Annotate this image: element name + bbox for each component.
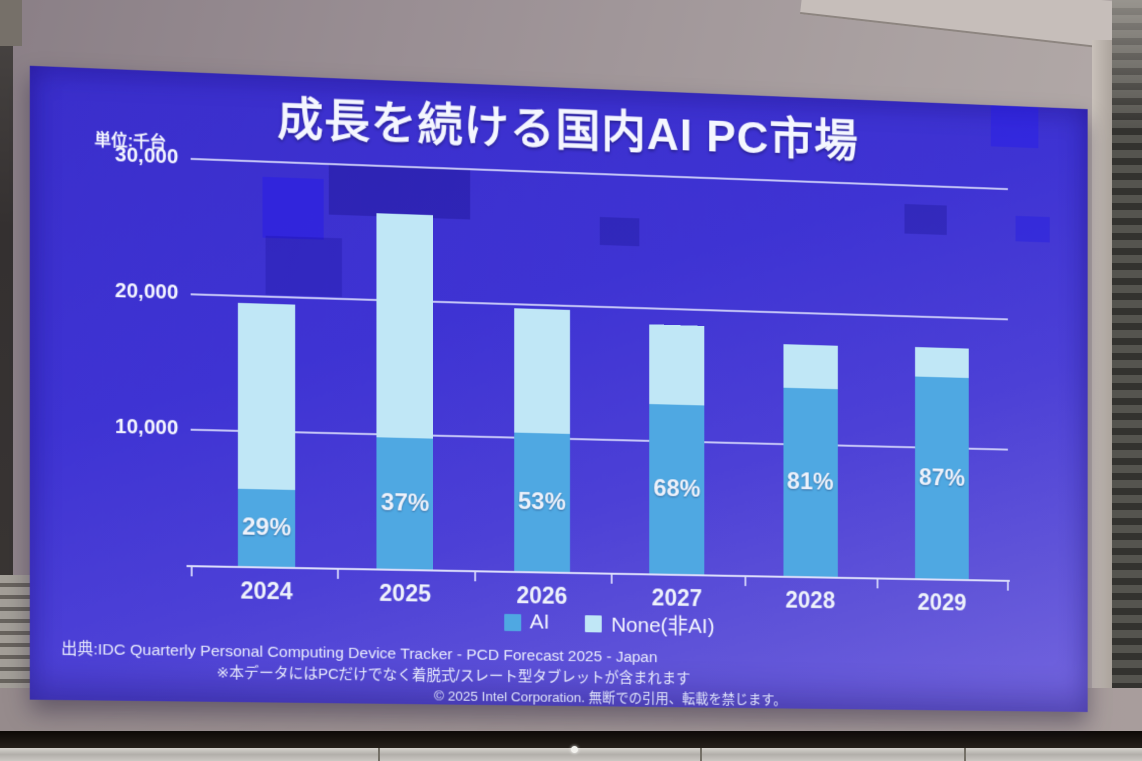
x-axis-year-label: 2025 — [379, 579, 431, 607]
legend-item-ai: AI — [503, 610, 550, 635]
table-edge — [0, 731, 1142, 749]
x-axis-year-label: 2029 — [917, 589, 967, 616]
y-axis-tick-label: 10,000 — [115, 415, 179, 440]
bar-segment-none — [649, 324, 705, 406]
x-axis-tick — [336, 569, 339, 579]
x-axis-year-label: 2024 — [240, 577, 293, 605]
table-seam — [964, 748, 966, 761]
blinds-highlight — [1112, 0, 1142, 130]
presentation-slide: 成長を続ける国内AI PC市場 単位:千台 10,000 20,000 30,000… — [29, 65, 1088, 713]
legend-item-none: None(非AI) — [585, 608, 715, 640]
ai-share-label: 68% — [653, 474, 701, 503]
table-seam — [700, 748, 702, 761]
legend-swatch — [503, 613, 521, 631]
ai-share-label: 53% — [517, 487, 566, 516]
bar-segment-none — [237, 302, 296, 491]
legend-swatch — [585, 614, 603, 632]
wall-corner-left — [0, 0, 22, 46]
x-axis-year-label: 2027 — [651, 584, 703, 612]
legend-label: None(非AI) — [611, 613, 715, 639]
bar-group-2028: 81% — [783, 344, 838, 577]
bar-segment-ai: 29% — [237, 488, 296, 568]
x-axis-tick — [474, 572, 477, 582]
table-highlight-dot — [571, 746, 578, 753]
bar-group-2026: 53% — [514, 308, 570, 572]
bar-group-2025: 37% — [376, 212, 434, 570]
bar-group-2027: 68% — [649, 324, 705, 575]
gridline-10000 — [190, 428, 1008, 451]
table-seam — [378, 748, 380, 761]
bar-segment-ai: 68% — [649, 403, 705, 575]
ai-share-label: 81% — [786, 467, 834, 496]
x-axis-tick — [610, 574, 613, 584]
table-front — [0, 746, 1142, 761]
x-axis-tick — [744, 577, 747, 587]
legend-label: AI — [529, 610, 550, 634]
bar-segment-none — [915, 346, 969, 379]
ai-share-label: 37% — [380, 488, 430, 517]
x-axis-tick — [190, 567, 193, 577]
ai-share-label: 87% — [918, 463, 965, 492]
gridline-20000 — [190, 293, 1008, 321]
bar-segment-ai: 53% — [514, 432, 570, 572]
ceiling-edge — [800, 0, 1142, 60]
bar-segment-none — [376, 212, 434, 439]
slide-title: 成長を続ける国内AI PC市場 — [277, 93, 859, 167]
chart-plot-area: 10,000 20,000 30,000 29% 2024 37% 2025 53% 2026 6… — [115, 144, 1010, 615]
x-axis-year-label: 2028 — [785, 586, 836, 614]
y-axis-tick-label: 20,000 — [115, 279, 179, 305]
bar-group-2024: 29% — [237, 302, 296, 568]
bar-segment-ai: 81% — [783, 387, 838, 577]
y-axis-tick-label: 30,000 — [115, 143, 179, 169]
x-axis-line — [186, 565, 1010, 582]
projection-artifact — [1015, 215, 1050, 243]
bar-group-2029: 87% — [915, 346, 969, 580]
window-frame-left — [0, 0, 13, 761]
ai-share-label: 29% — [241, 513, 292, 542]
bar-segment-none — [514, 308, 570, 434]
x-axis-tick — [1006, 581, 1009, 591]
bar-segment-ai: 87% — [915, 376, 969, 580]
bar-segment-ai: 37% — [376, 436, 434, 570]
x-axis-year-label: 2026 — [516, 582, 568, 609]
bar-segment-none — [783, 344, 838, 390]
x-axis-tick — [876, 579, 879, 589]
window-blinds-right — [1112, 0, 1142, 761]
